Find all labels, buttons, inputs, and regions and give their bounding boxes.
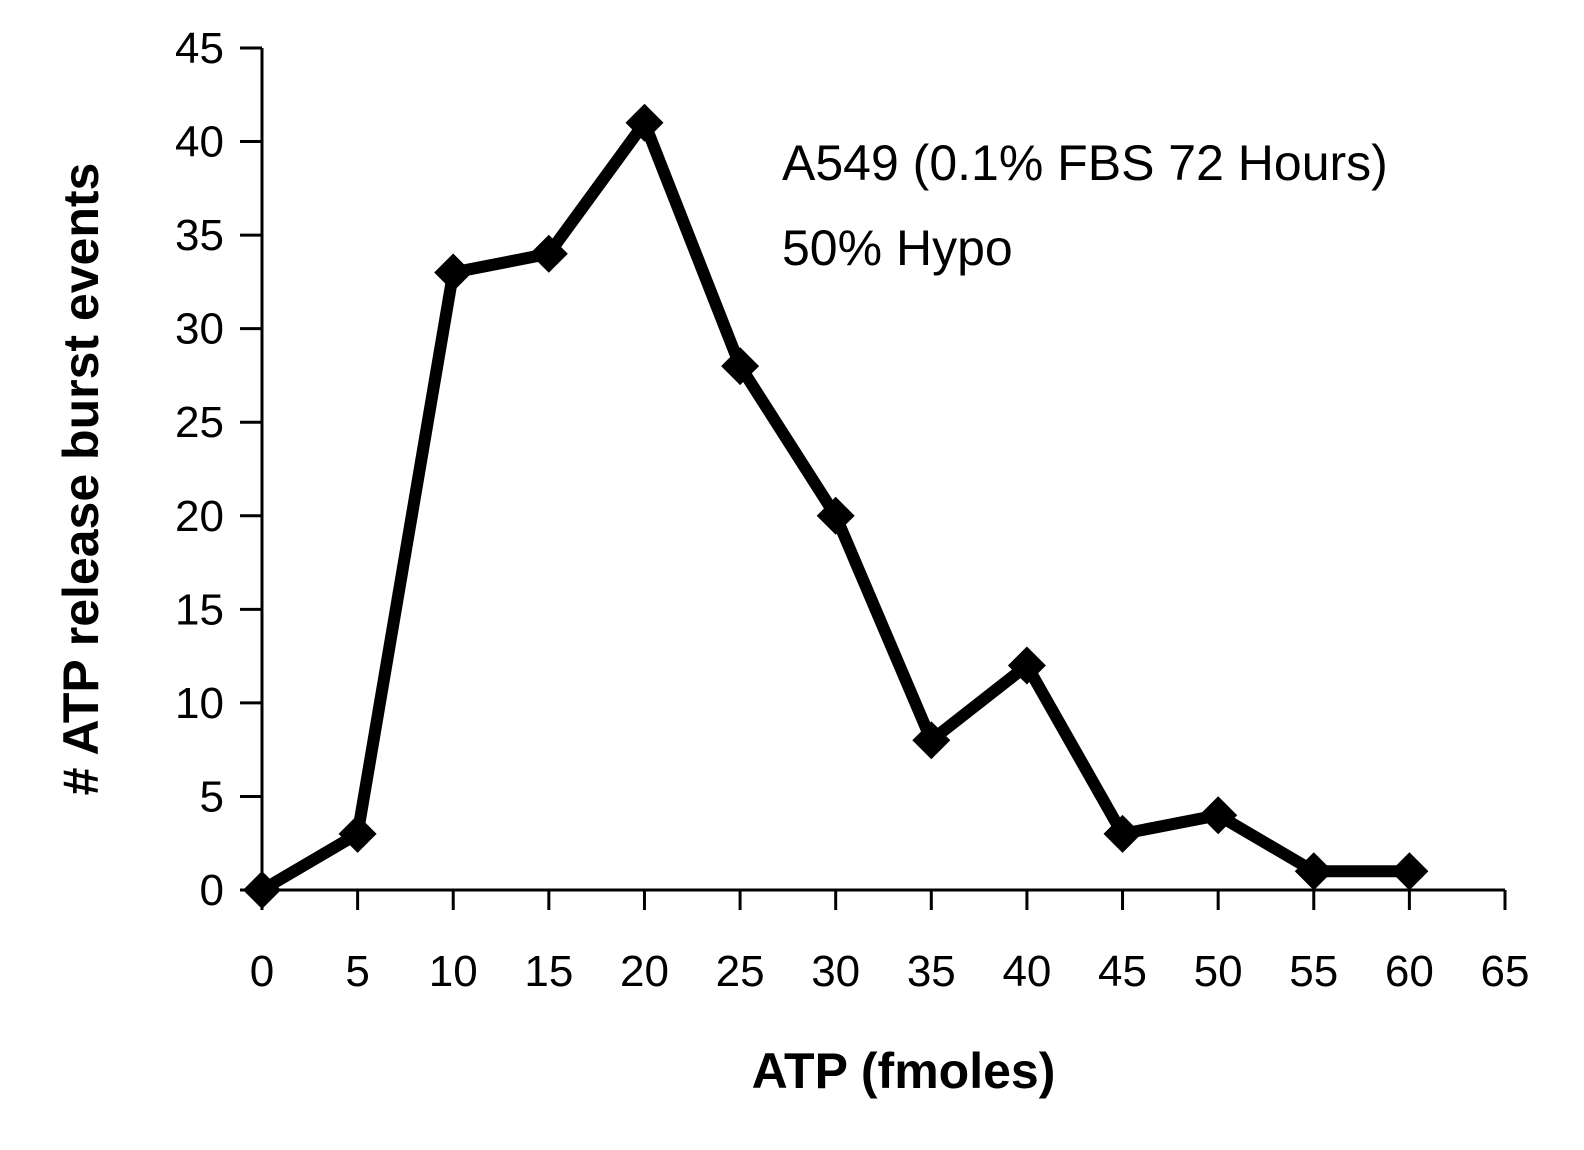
data-point-marker bbox=[243, 871, 281, 909]
data-point-marker bbox=[721, 347, 760, 386]
x-tick-label: 40 bbox=[1002, 947, 1051, 996]
x-tick-label: 35 bbox=[907, 947, 956, 996]
x-tick-label: 20 bbox=[620, 947, 669, 996]
x-tick-label: 55 bbox=[1289, 947, 1338, 996]
x-tick-label: 15 bbox=[524, 947, 573, 996]
y-tick-label: 40 bbox=[175, 118, 224, 167]
data-point-marker bbox=[434, 253, 473, 292]
x-tick-label: 30 bbox=[811, 947, 860, 996]
x-tick-label: 60 bbox=[1385, 947, 1434, 996]
annotation-cell-line: A549 (0.1% FBS 72 Hours) bbox=[782, 135, 1388, 191]
x-tick-label: 0 bbox=[250, 947, 274, 996]
data-point-marker bbox=[529, 234, 568, 273]
x-tick-label: 65 bbox=[1481, 947, 1530, 996]
annotation-condition: 50% Hypo bbox=[782, 220, 1013, 276]
y-axis-title: # ATP release burst events bbox=[53, 163, 109, 796]
x-tick-label: 50 bbox=[1194, 947, 1243, 996]
x-tick-label: 45 bbox=[1098, 947, 1147, 996]
data-point-marker bbox=[1007, 646, 1046, 685]
y-tick-label: 25 bbox=[175, 398, 224, 447]
axes bbox=[260, 48, 1505, 892]
series bbox=[243, 103, 1429, 909]
y-tick-label: 15 bbox=[175, 585, 224, 634]
y-tick-label: 10 bbox=[175, 679, 224, 728]
labels: ATP (fmoles) # ATP release burst events … bbox=[53, 135, 1388, 1099]
y-tick-label: 0 bbox=[200, 866, 224, 915]
y-tick-label: 5 bbox=[200, 772, 224, 821]
y-tick-label: 35 bbox=[175, 211, 224, 260]
x-axis-title: ATP (fmoles) bbox=[752, 1043, 1056, 1099]
data-point-marker bbox=[338, 814, 377, 853]
data-point-marker bbox=[625, 103, 664, 142]
y-tick-label: 20 bbox=[175, 492, 224, 541]
data-point-marker bbox=[1390, 852, 1429, 891]
data-point-marker bbox=[816, 496, 855, 535]
data-point-marker bbox=[1199, 796, 1238, 835]
x-tick-label: 10 bbox=[429, 947, 478, 996]
y-tick-label: 30 bbox=[175, 305, 224, 354]
ticks: 0 5 10 15 20 25 30 35 40 45 0 5 10 15 20 25 30 35 40 45 50 55… bbox=[175, 24, 1529, 996]
data-point-marker bbox=[1294, 852, 1333, 891]
x-tick-label: 5 bbox=[345, 947, 369, 996]
data-point-marker bbox=[1103, 814, 1142, 853]
y-tick-label: 45 bbox=[175, 24, 224, 73]
data-point-marker bbox=[912, 721, 951, 760]
x-tick-label: 25 bbox=[716, 947, 765, 996]
